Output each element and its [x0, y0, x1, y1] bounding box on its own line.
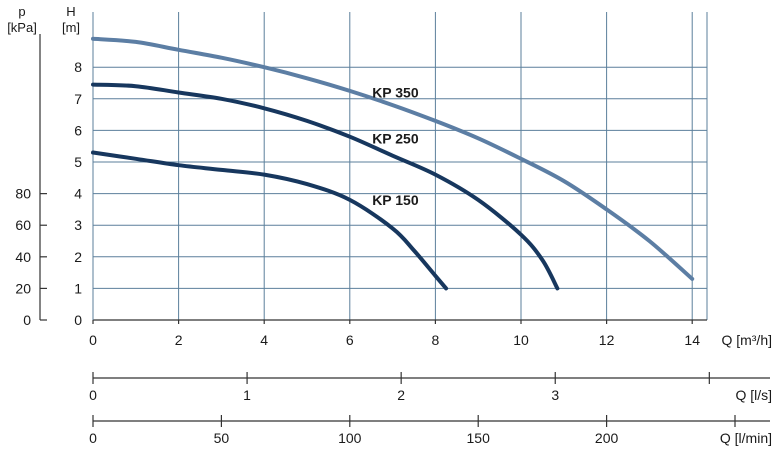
y-axis-label-2: [m]: [62, 20, 80, 35]
x-tick-label: 4: [260, 332, 268, 348]
y-tick-label: 1: [74, 280, 82, 296]
lmin-tick-label: 50: [214, 430, 230, 446]
curve-kp-350: [91, 36, 695, 281]
ls-tick-label: 3: [551, 387, 559, 403]
x-tick-label: 10: [513, 332, 529, 348]
x-tick-label: 0: [89, 332, 97, 348]
ls-tick-label: 2: [397, 387, 405, 403]
y-tick-label: 7: [74, 91, 82, 107]
left-tick-label: 80: [15, 186, 31, 202]
lmin-tick-label: 100: [338, 430, 362, 446]
x-tick-label: 8: [432, 332, 440, 348]
left-tick-label: 60: [15, 217, 31, 233]
y-tick-label: 0: [74, 312, 82, 328]
y-axis-label-1: H: [66, 4, 75, 19]
x-tick-label: 14: [684, 332, 700, 348]
curve-kp-150: [91, 150, 449, 291]
x-tick-label: 2: [175, 332, 183, 348]
curve-label-kp-150: KP 150: [372, 192, 419, 208]
lmin-tick-label: 200: [595, 430, 619, 446]
x-tick-label: 12: [599, 332, 615, 348]
x-axis-label: Q [m³/h]: [721, 332, 772, 348]
ls-tick-label: 0: [89, 387, 97, 403]
lmin-axis-label: Q [l/min]: [720, 430, 772, 446]
grid: [93, 12, 708, 320]
left-tick-label: 0: [23, 312, 31, 328]
left-axis-label-1: p: [18, 4, 25, 19]
curve-label-kp-250: KP 250: [372, 130, 419, 146]
y-tick-label: 6: [74, 122, 82, 138]
y-tick-label: 2: [74, 249, 82, 265]
y-tick-label: 8: [74, 59, 82, 75]
left-tick-label: 40: [15, 249, 31, 265]
ls-axis-label: Q [l/s]: [735, 387, 772, 403]
lmin-tick-label: 150: [467, 430, 491, 446]
y-tick-label: 3: [74, 217, 82, 233]
y-tick-label: 4: [74, 186, 82, 202]
ls-tick-label: 1: [243, 387, 251, 403]
lmin-tick-label: 0: [89, 430, 97, 446]
curve-kp-250: [91, 82, 560, 291]
curve-label-kp-350: KP 350: [372, 84, 419, 100]
left-tick-label: 20: [15, 280, 31, 296]
x-tick-label: 6: [346, 332, 354, 348]
curves: KP 150 KP 250 KP 350: [91, 36, 695, 291]
y-tick-label: 5: [74, 154, 82, 170]
left-axis-label-2: [kPa]: [7, 20, 37, 35]
